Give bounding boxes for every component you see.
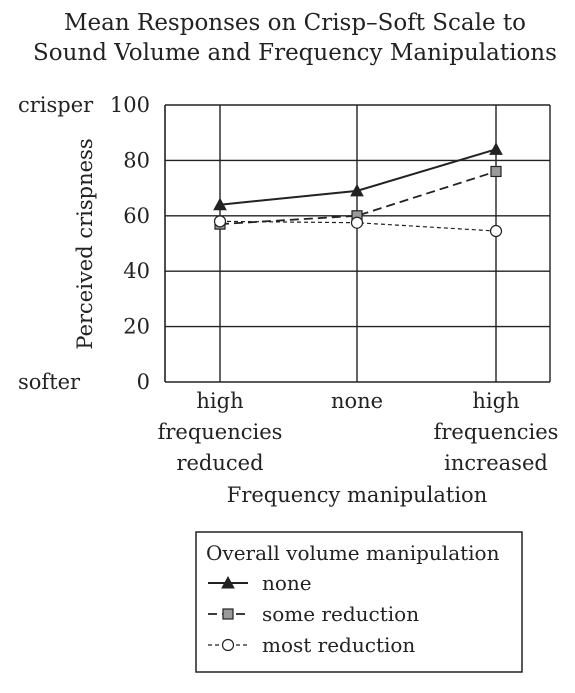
x-tick-label: increased	[444, 451, 548, 475]
x-tick-label: high	[472, 389, 519, 413]
data-point	[350, 183, 364, 197]
series-line	[219, 148, 497, 206]
legend-title: Overall volume manipulation	[206, 541, 500, 565]
chart-title-line: Mean Responses on Crisp–Soft Scale to	[64, 10, 526, 36]
x-tick-label: high	[196, 389, 243, 413]
series-none	[213, 142, 503, 211]
series-line	[219, 220, 497, 232]
y-anchor-crisper: crisper	[18, 93, 94, 117]
x-tick-label: frequencies	[434, 420, 559, 444]
legend-item: some reduction	[208, 602, 419, 626]
legend-swatch-marker	[221, 575, 235, 589]
x-tick-label: none	[331, 389, 383, 413]
x-tick-labels: high frequencies reduced none high frequencie…	[158, 389, 559, 475]
y-axis-label: Perceived crispness	[73, 138, 97, 349]
data-point	[489, 142, 503, 155]
y-tick-label: 20	[123, 315, 150, 339]
legend-item: none	[208, 571, 312, 595]
y-tick-label: 0	[137, 370, 150, 394]
data-point	[490, 165, 502, 178]
y-tick-labels: 0 20 40 60 80 100	[110, 93, 150, 394]
legend-box	[195, 531, 523, 673]
legend-label: most reduction	[262, 633, 415, 657]
y-tick-label: 60	[123, 204, 150, 228]
legend-label: none	[262, 571, 312, 595]
chart-title-line: Sound Volume and Frequency Manipulations	[33, 40, 557, 66]
legend-swatch-marker	[222, 608, 234, 620]
y-anchor-softer: softer	[18, 370, 81, 394]
y-tick-label: 80	[123, 148, 150, 172]
chart-title: Mean Responses on Crisp–Soft Scale to Sou…	[33, 10, 557, 66]
series-most-reduction	[213, 215, 503, 238]
legend-label: some reduction	[262, 602, 419, 626]
x-tick-label: frequencies	[158, 420, 283, 444]
legend-item: most reduction	[208, 633, 415, 657]
x-tick-label: reduced	[176, 451, 263, 475]
data-point	[350, 216, 364, 229]
legend: Overall volume manipulation none some red…	[195, 531, 523, 673]
y-tick-label: 100	[110, 93, 150, 117]
legend-swatch-marker	[221, 638, 235, 652]
data-point	[489, 224, 503, 238]
grid	[164, 104, 551, 383]
y-tick-label: 40	[123, 259, 150, 283]
x-axis-label: Frequency manipulation	[227, 483, 487, 507]
series	[213, 142, 503, 238]
data-point	[213, 197, 227, 211]
data-point	[213, 215, 227, 228]
